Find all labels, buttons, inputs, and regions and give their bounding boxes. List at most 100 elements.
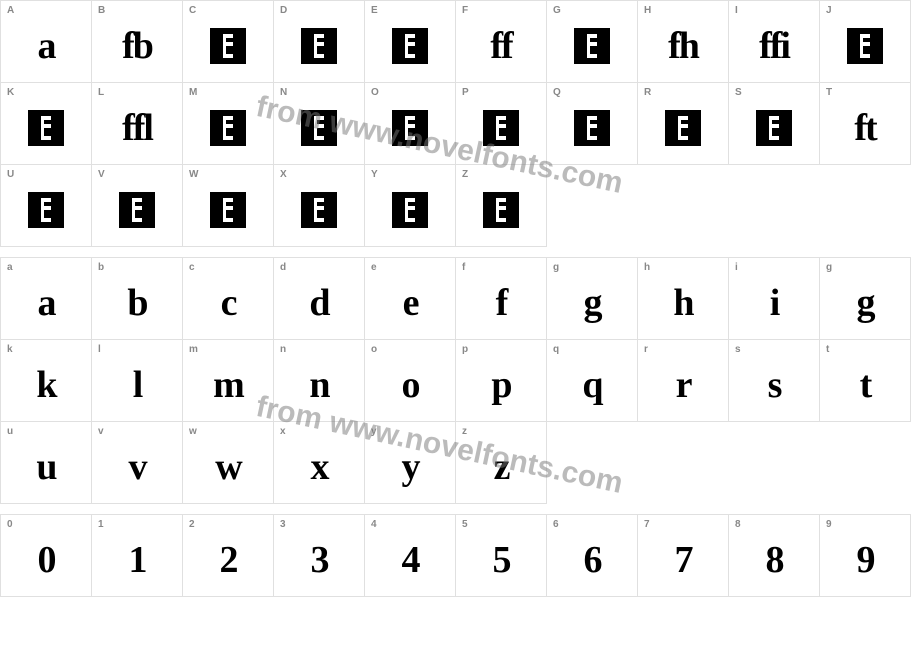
- cell-label: h: [644, 262, 650, 273]
- glyph-cell: E: [365, 1, 456, 83]
- glyph-cell: N: [274, 83, 365, 165]
- cell-label: b: [98, 262, 104, 273]
- glyph-display: 0: [38, 541, 55, 579]
- glyph-cell: X: [274, 165, 365, 247]
- glyph-display: ffl: [122, 109, 152, 147]
- glyph-cell: ww: [183, 422, 274, 504]
- glyph-display: q: [582, 366, 601, 404]
- glyph-display: a: [38, 27, 55, 65]
- glyph-cell: Lffl: [92, 83, 183, 165]
- glyph-cell: zz: [456, 422, 547, 504]
- glyph-cell: W: [183, 165, 274, 247]
- cell-label: X: [280, 169, 287, 180]
- cell-label: B: [98, 5, 105, 16]
- cell-label: Z: [462, 169, 468, 180]
- glyph-cell: mm: [183, 340, 274, 422]
- cell-label: v: [98, 426, 104, 437]
- cell-label: H: [644, 5, 651, 16]
- cell-label: G: [553, 5, 561, 16]
- glyph-cell: J: [820, 1, 911, 83]
- table-row: KLfflMNOPQRSTft: [1, 83, 911, 165]
- glyph-display: w: [215, 448, 240, 486]
- notdef-glyph-icon: [847, 28, 883, 64]
- notdef-glyph-icon: [574, 28, 610, 64]
- cell-label: C: [189, 5, 196, 16]
- glyph-cell: Hfh: [638, 1, 729, 83]
- glyph-display: i: [770, 284, 779, 322]
- cell-label: n: [280, 344, 286, 355]
- glyph-cell: [729, 422, 820, 504]
- glyph-display: b: [127, 284, 146, 322]
- cell-label: L: [98, 87, 104, 98]
- glyph-cell: V: [92, 165, 183, 247]
- cell-label: F: [462, 5, 468, 16]
- glyph-cell: 22: [183, 515, 274, 597]
- glyph-cell: M: [183, 83, 274, 165]
- cell-label: S: [735, 87, 742, 98]
- cell-label: D: [280, 5, 287, 16]
- cell-label: f: [462, 262, 465, 273]
- cell-label: K: [7, 87, 14, 98]
- notdef-glyph-icon: [392, 110, 428, 146]
- glyph-display: g: [584, 284, 601, 322]
- glyph-table-lowercase: aabbccddeeffgghhiiggkkllmmnnooppqqrrsstt…: [0, 257, 911, 504]
- glyph-display: s: [768, 366, 781, 404]
- cell-label: 0: [7, 519, 13, 530]
- cell-label: A: [7, 5, 14, 16]
- glyph-cell: 33: [274, 515, 365, 597]
- glyph-display: n: [309, 366, 328, 404]
- cell-label: 2: [189, 519, 195, 530]
- cell-label: t: [826, 344, 829, 355]
- glyph-display: m: [213, 366, 243, 404]
- cell-label: 9: [826, 519, 832, 530]
- glyph-display: z: [494, 448, 509, 486]
- glyph-cell: vv: [92, 422, 183, 504]
- glyph-cell: aa: [1, 258, 92, 340]
- cell-label: l: [98, 344, 101, 355]
- glyph-cell: 55: [456, 515, 547, 597]
- glyph-display: a: [38, 284, 55, 322]
- notdef-glyph-icon: [210, 28, 246, 64]
- table-row: 00112233445566778899: [1, 515, 911, 597]
- cell-label: e: [371, 262, 377, 273]
- glyph-cell: Aa: [1, 1, 92, 83]
- glyph-display: 7: [675, 541, 692, 579]
- glyph-display: l: [133, 366, 142, 404]
- cell-label: R: [644, 87, 651, 98]
- cell-label: q: [553, 344, 559, 355]
- glyph-cell: nn: [274, 340, 365, 422]
- notdef-glyph-icon: [392, 28, 428, 64]
- notdef-glyph-icon: [301, 192, 337, 228]
- cell-label: 7: [644, 519, 650, 530]
- notdef-glyph-icon: [756, 110, 792, 146]
- cell-label: g: [553, 262, 559, 273]
- cell-label: s: [735, 344, 741, 355]
- notdef-glyph-icon: [28, 192, 64, 228]
- glyph-cell: rr: [638, 340, 729, 422]
- glyph-cell: R: [638, 83, 729, 165]
- glyph-cell: Iffi: [729, 1, 820, 83]
- glyph-display: u: [36, 448, 55, 486]
- cell-label: P: [462, 87, 469, 98]
- glyph-display: 2: [220, 541, 237, 579]
- cell-label: p: [462, 344, 468, 355]
- glyph-display: p: [491, 366, 510, 404]
- glyph-cell: 77: [638, 515, 729, 597]
- glyph-display: x: [311, 448, 328, 486]
- glyph-display: 5: [493, 541, 510, 579]
- notdef-glyph-icon: [210, 192, 246, 228]
- glyph-cell: cc: [183, 258, 274, 340]
- glyph-cell: kk: [1, 340, 92, 422]
- cell-label: 4: [371, 519, 377, 530]
- cell-label: u: [7, 426, 13, 437]
- glyph-table-digits: 00112233445566778899: [0, 514, 911, 597]
- cell-label: g: [826, 262, 832, 273]
- cell-label: x: [280, 426, 286, 437]
- cell-label: z: [462, 426, 467, 437]
- glyph-display: o: [402, 366, 419, 404]
- notdef-glyph-icon: [574, 110, 610, 146]
- cell-label: y: [371, 426, 377, 437]
- glyph-display: ffi: [759, 27, 789, 65]
- glyph-display: ft: [854, 109, 875, 147]
- glyph-display: v: [129, 448, 146, 486]
